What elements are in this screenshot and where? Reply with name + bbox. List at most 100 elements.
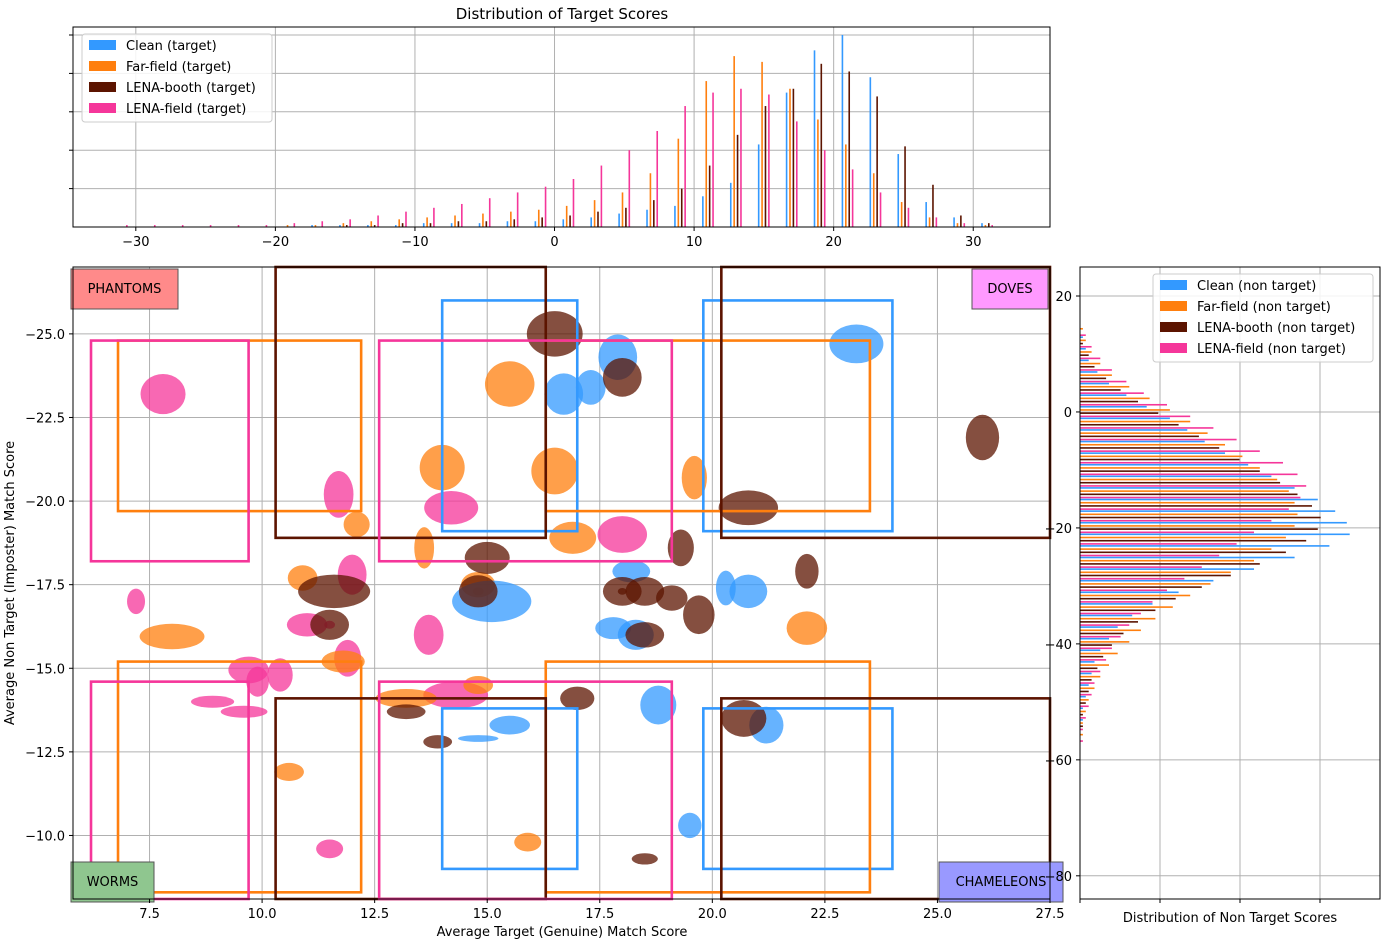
top-bar-clean (422, 223, 425, 227)
right-bar-lenabooth (1080, 435, 1199, 438)
top-bar-lenafield (684, 106, 686, 227)
right-bar-clean (1080, 672, 1092, 675)
quadrant-box-clean (440, 707, 579, 871)
scatter-y-axis-label: Average Non Target (Imposter) Match Scor… (3, 441, 18, 725)
right-bar-lenabooth (1080, 609, 1156, 612)
top-bar-lenabooth (987, 223, 990, 227)
top-bar-clean (646, 209, 648, 227)
scatter-point-farfield (786, 611, 828, 645)
right-bar-clean (1080, 347, 1086, 350)
scatter-point-lenafield (323, 470, 354, 518)
right-bar-farfield (1080, 385, 1130, 388)
scatter-point-lenafield (190, 695, 235, 708)
scatter-point-farfield (549, 521, 597, 554)
quadrant-box-farfield (544, 339, 872, 513)
scatter-x-axis-label: Average Target (Genuine) Match Score (437, 925, 688, 940)
top-bar-lenabooth (820, 63, 823, 227)
right-bar-lenafield (1080, 659, 1107, 661)
top-bar-clean (869, 77, 872, 228)
top-bar-lenabooth (597, 211, 599, 227)
scatter-point-clean (729, 574, 768, 609)
top-bar-farfield (482, 213, 484, 227)
top-bar-clean (757, 144, 760, 227)
top-bar-farfield (649, 173, 652, 227)
top-bar-farfield (286, 225, 289, 227)
top-bar-lenafield (851, 169, 854, 227)
right-bar-clean (1080, 568, 1254, 570)
right-bar-farfield (1080, 733, 1083, 736)
right-bar-clean (1080, 533, 1350, 536)
top-bar-lenabooth (904, 146, 906, 227)
scatter-point-clean (575, 369, 606, 405)
scatter-y-tick-label: −25.0 (25, 328, 65, 343)
zoo-label-box-worms (70, 861, 155, 903)
scatter-point-lenabooth (526, 311, 583, 357)
quadrant-box-clean (702, 299, 894, 533)
scatter-point-lenafield (424, 491, 479, 525)
right-bar-farfield (1080, 710, 1086, 713)
right-bar-lenafield (1080, 461, 1283, 464)
right-bar-clean (1080, 603, 1153, 605)
right-bar-clean (1080, 394, 1127, 396)
right-bar-clean (1080, 579, 1214, 582)
top-bar-lenabooth (429, 223, 432, 227)
scatter-point-clean (612, 560, 651, 583)
right-bar-lenafield (1080, 624, 1130, 626)
right-bar-lenabooth (1080, 574, 1231, 577)
right-bar-lenafield (1080, 415, 1191, 418)
right-bar-clean (1080, 637, 1109, 640)
right-legend: Clean (non target) Far-field (non target)… (1152, 273, 1374, 363)
right-bar-clean (1080, 463, 1249, 466)
right-bar-farfield (1080, 675, 1101, 678)
zoo-label-box-doves (971, 268, 1049, 310)
right-axes-frame (1079, 266, 1381, 900)
scatter-x-tick-label: 27.5 (1036, 907, 1065, 922)
top-bar-farfield (928, 217, 931, 227)
top-bar-clean (981, 223, 983, 227)
top-bar-farfield (733, 56, 735, 228)
right-bar-lenafield (1080, 519, 1272, 522)
top-bar-lenabooth (653, 200, 655, 227)
scatter-point-farfield (343, 511, 370, 538)
right-bar-lenafield (1080, 403, 1167, 406)
right-legend-swatch (1160, 343, 1187, 353)
scatter-point-lenabooth (667, 529, 694, 567)
top-bar-lenafield (349, 219, 351, 227)
scatter-point-clean (489, 715, 530, 735)
scatter-point-clean (640, 685, 677, 725)
right-bar-lenafield (1080, 531, 1254, 534)
top-bar-lenabooth (513, 219, 516, 227)
top-bar-lenafield (265, 225, 268, 227)
top-bar-lenafield (907, 207, 910, 227)
scatter-x-tick-label: 20.0 (698, 907, 727, 922)
top-bar-lenabooth (625, 207, 627, 227)
right-bar-farfield (1080, 455, 1243, 458)
scatter-point-lenabooth (656, 585, 688, 611)
right-bar-lenafield (1080, 496, 1301, 499)
top-legend: Clean (target) Far-field (target) LENA-boo… (81, 33, 273, 123)
top-bar-lenafield (126, 225, 128, 227)
right-bar-lenafield (1080, 717, 1086, 719)
scatter-x-tick-label: 7.5 (139, 907, 160, 922)
right-bar-lenafield (1080, 380, 1127, 383)
top-bar-farfield (900, 202, 903, 227)
top-legend-label: LENA-field (target) (126, 102, 246, 117)
top-bar-farfield (845, 144, 847, 227)
top-bar-lenabooth (848, 71, 851, 227)
right-bar-clean (1080, 440, 1205, 443)
top-x-tick-label: 0 (550, 235, 558, 250)
right-bar-farfield (1080, 536, 1286, 539)
right-bar-clean (1080, 695, 1086, 698)
right-bar-lenabooth (1080, 412, 1159, 414)
scatter-point-farfield (484, 361, 535, 407)
top-bar-lenabooth (736, 134, 739, 227)
right-legend-label: LENA-booth (non target) (1197, 321, 1355, 336)
right-bar-lenafield (1080, 566, 1202, 568)
scatter-point-lenabooth (617, 588, 627, 595)
top-bar-farfield (872, 173, 875, 227)
right-bar-lenabooth (1080, 702, 1086, 704)
top-bar-lenabooth (960, 215, 962, 227)
right-bar-lenafield (1080, 369, 1112, 371)
right-bar-lenafield (1080, 473, 1298, 476)
scatter-point-clean (829, 324, 884, 364)
